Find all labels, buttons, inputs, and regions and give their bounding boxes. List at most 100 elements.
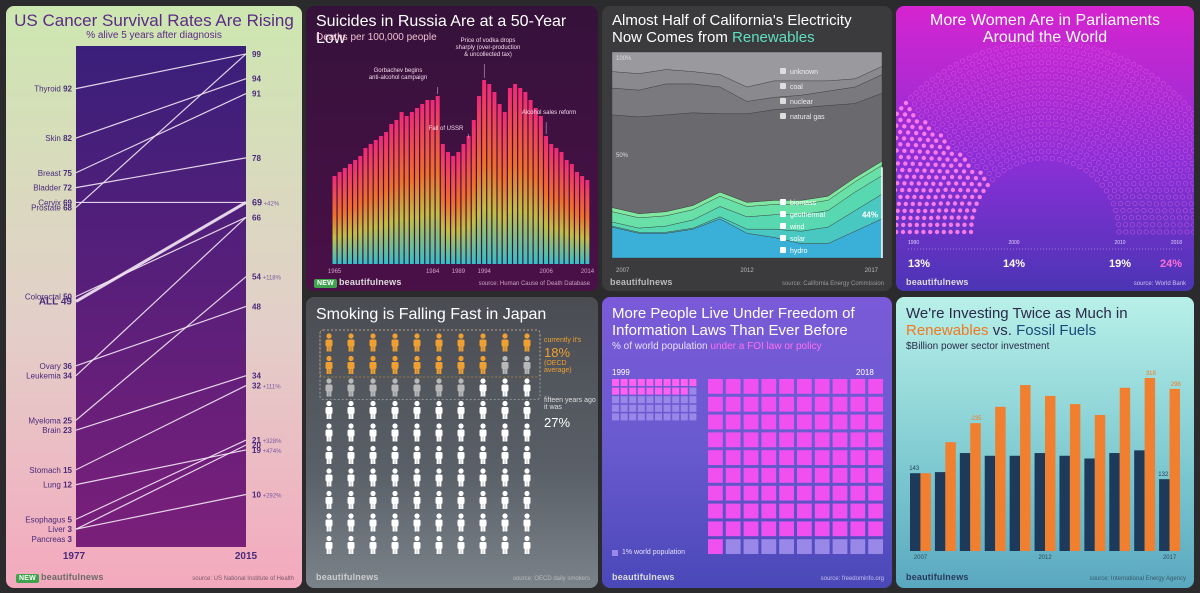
seat-dot bbox=[945, 117, 951, 123]
person-icon bbox=[325, 355, 333, 374]
seat-dot bbox=[919, 174, 924, 180]
seat-dot bbox=[980, 79, 986, 85]
person-icon bbox=[523, 445, 531, 464]
seat-dot bbox=[1099, 130, 1105, 136]
seat-dot bbox=[1186, 105, 1192, 111]
seat-dot bbox=[955, 222, 960, 227]
seat-dot bbox=[1049, 128, 1055, 134]
person-icon bbox=[391, 333, 399, 352]
person-icon bbox=[347, 400, 355, 419]
seat-dot bbox=[1063, 109, 1069, 115]
seat-dot bbox=[964, 208, 970, 213]
seat-dot bbox=[1122, 104, 1128, 110]
seat-dot bbox=[1077, 98, 1083, 104]
seat-dot bbox=[1117, 85, 1123, 91]
seat-dot bbox=[909, 181, 914, 186]
seat-dot bbox=[1157, 87, 1163, 93]
waffle-1999-cell bbox=[646, 387, 654, 395]
seat-dot bbox=[940, 194, 946, 199]
waffle-2018-cell bbox=[779, 521, 794, 537]
bar-2006 bbox=[544, 136, 549, 264]
seat-dot bbox=[1010, 140, 1016, 146]
slope-line-liver bbox=[75, 444, 247, 530]
seat-dot bbox=[1170, 118, 1176, 124]
person-icon bbox=[479, 378, 487, 397]
person-icon bbox=[391, 468, 399, 487]
seat-dot bbox=[955, 229, 960, 235]
seat-dot bbox=[1096, 160, 1102, 166]
seat-dot bbox=[1089, 172, 1095, 178]
seat-dot bbox=[919, 194, 924, 200]
waffle-2018-cell bbox=[779, 503, 794, 519]
seat-dot bbox=[911, 113, 916, 118]
seat-dot bbox=[972, 122, 978, 128]
seat-dot bbox=[928, 222, 933, 228]
waffle-2018-cell bbox=[708, 521, 723, 537]
seat-dot bbox=[1003, 64, 1009, 70]
card1-source: source: US National Institute of Health bbox=[192, 576, 294, 582]
seat-dot bbox=[1147, 144, 1153, 150]
seat-dot bbox=[1042, 80, 1048, 86]
seat-dot bbox=[973, 188, 978, 193]
seat-dot bbox=[970, 76, 976, 82]
person-icon bbox=[523, 423, 531, 442]
waffle-2018-cell bbox=[743, 521, 759, 537]
seat-dot bbox=[902, 124, 907, 129]
seat-dot bbox=[1081, 78, 1087, 84]
seat-dot bbox=[1046, 73, 1052, 79]
seat-dot bbox=[1038, 121, 1044, 127]
x-tick-2017: 2017 bbox=[1163, 555, 1177, 561]
person-icon bbox=[391, 513, 399, 532]
seat-dot bbox=[1130, 229, 1136, 235]
seat-dot bbox=[927, 114, 933, 120]
waffle-2018-cell bbox=[761, 450, 777, 465]
card-japan-smoking: Smoking is Falling Fast in Japan current… bbox=[306, 297, 598, 588]
seat-dot bbox=[977, 88, 983, 94]
waffle-1999-cell bbox=[620, 387, 628, 395]
seat-dot bbox=[1161, 181, 1167, 187]
seat-dot bbox=[920, 102, 926, 108]
seat-dot bbox=[934, 138, 939, 143]
seat-dot bbox=[902, 181, 907, 186]
seat-dot bbox=[1155, 76, 1161, 82]
seat-dot bbox=[1077, 70, 1083, 76]
seat-dot bbox=[1181, 100, 1187, 106]
seat-dot bbox=[1067, 89, 1073, 95]
card4-brand: beautifulnews bbox=[906, 277, 969, 287]
area-unknown bbox=[611, 51, 883, 88]
seat-dot bbox=[1115, 215, 1121, 221]
waffle-2018-cell bbox=[708, 450, 723, 465]
person-icon bbox=[479, 535, 487, 554]
seat-dot bbox=[1170, 215, 1176, 221]
left-label-leukemia: Leukemia 34 bbox=[26, 372, 72, 381]
waffle-2018-cell bbox=[761, 379, 777, 394]
waffle-2018-cell bbox=[761, 414, 777, 430]
seat-dot bbox=[943, 127, 949, 133]
seat-dot bbox=[1087, 162, 1093, 168]
seat-dot bbox=[1074, 63, 1080, 69]
card7-title: We're Investing Twice as Much in Renewab… bbox=[906, 305, 1188, 339]
seat-dot bbox=[1135, 151, 1141, 157]
seat-dot bbox=[1144, 194, 1150, 200]
seat-dot bbox=[962, 157, 968, 162]
seat-dot bbox=[905, 142, 911, 147]
seat-dot bbox=[913, 90, 919, 96]
waffle-1999-cell bbox=[637, 404, 645, 412]
seat-dot bbox=[1179, 130, 1185, 136]
seat-dot bbox=[934, 126, 940, 132]
seat-dot bbox=[1120, 136, 1126, 142]
seat-dot bbox=[1116, 100, 1122, 106]
seat-dot bbox=[1149, 188, 1155, 194]
seat-dot bbox=[1178, 187, 1184, 193]
seat-dot bbox=[950, 187, 956, 193]
seat-dot bbox=[1127, 124, 1133, 130]
seat-dot bbox=[1063, 54, 1069, 60]
waffle-1999-cell bbox=[689, 413, 697, 421]
right-label-32: 32 +111% bbox=[252, 382, 281, 391]
seat-dot bbox=[916, 181, 921, 186]
seat-dot bbox=[1097, 91, 1103, 97]
seat-dot bbox=[1074, 155, 1080, 161]
seat-dot bbox=[1017, 138, 1023, 144]
slope-line-breast bbox=[75, 93, 247, 174]
person-icon bbox=[391, 400, 399, 419]
